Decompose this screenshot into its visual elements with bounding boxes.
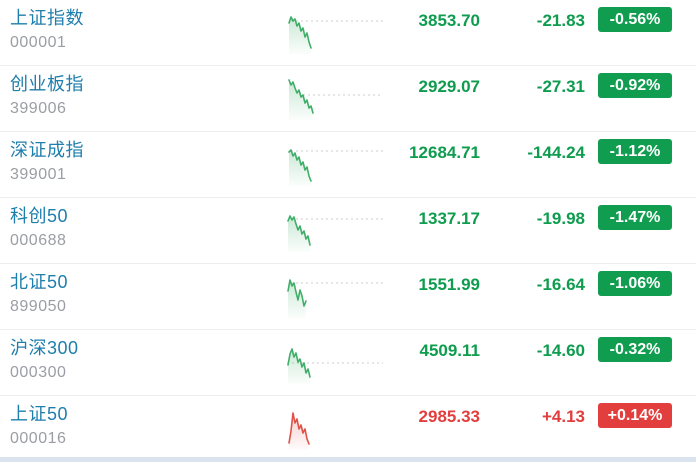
- index-name: 创业板指: [10, 74, 84, 94]
- sparkline-line: [288, 16, 312, 49]
- sparkline-chart-icon: [283, 340, 395, 386]
- index-change: -27.31: [536, 77, 585, 96]
- sparkline-chart-icon: [283, 10, 395, 56]
- sparkline-line: [287, 215, 311, 246]
- sparkline-chart-icon: [283, 208, 395, 254]
- index-value: 12684.71: [409, 143, 480, 162]
- index-code: 399001: [10, 166, 67, 183]
- sparkline-area: [288, 216, 310, 252]
- percent-change-badge: -0.92%: [598, 73, 672, 98]
- index-code: 000300: [10, 364, 67, 381]
- percent-change-badge: -1.06%: [598, 271, 672, 296]
- sparkline-chart-icon: [283, 142, 395, 188]
- index-row-399006[interactable]: 创业板指 399006 2929.07 -27.31 -0.92%: [0, 66, 696, 132]
- index-name-block: 创业板指 399006: [10, 74, 84, 118]
- index-row-000300[interactable]: 沪深300 000300 4509.11 -14.60 -0.32%: [0, 330, 696, 396]
- index-change: -16.64: [536, 275, 585, 294]
- index-name-block: 科创50 000688: [10, 206, 68, 250]
- index-code: 000001: [10, 34, 67, 51]
- sparkline-line: [288, 79, 314, 114]
- index-name-block: 沪深300 000300: [10, 338, 79, 382]
- sparkline-line: [287, 279, 307, 307]
- sparkline-line: [287, 348, 311, 378]
- index-row-000688[interactable]: 科创50 000688 1337.17 -19.98 -1.47%: [0, 198, 696, 264]
- index-name-block: 北证50 899050: [10, 272, 68, 316]
- percent-change-badge: -0.56%: [598, 7, 672, 32]
- percent-change-badge: -0.32%: [598, 337, 672, 362]
- index-name: 科创50: [10, 206, 69, 226]
- index-value: 2929.07: [418, 77, 480, 96]
- sparkline-area: [289, 17, 311, 54]
- index-value: 3853.70: [418, 11, 480, 30]
- index-value: 1551.99: [418, 275, 480, 294]
- sparkline-line: [288, 412, 310, 445]
- index-value: 1337.17: [418, 209, 480, 228]
- index-name: 深证成指: [10, 140, 84, 160]
- index-name-block: 深证成指 399001: [10, 140, 84, 184]
- index-name: 上证50: [10, 404, 69, 424]
- percent-change-badge: -1.47%: [598, 205, 672, 230]
- index-code: 399006: [10, 100, 67, 117]
- index-name: 沪深300: [10, 338, 79, 358]
- sparkline-area: [289, 413, 309, 450]
- sparkline-chart-icon: [283, 76, 395, 122]
- index-change: -14.60: [536, 341, 585, 360]
- index-value: 4509.11: [419, 341, 480, 360]
- index-change: +4.13: [541, 407, 585, 426]
- index-code: 899050: [10, 298, 67, 315]
- index-name-block: 上证50 000016: [10, 404, 68, 448]
- index-change: -21.83: [536, 11, 585, 30]
- index-row-000001[interactable]: 上证指数 000001 3853.70 -21.83 -0.56%: [0, 0, 696, 66]
- percent-change-badge: -1.12%: [598, 139, 672, 164]
- index-name: 北证50: [10, 272, 69, 292]
- index-value: 2985.33: [418, 407, 480, 426]
- index-change: -144.24: [527, 143, 585, 162]
- index-row-899050[interactable]: 北证50 899050 1551.99 -16.64 -1.06%: [0, 264, 696, 330]
- index-name-block: 上证指数 000001: [10, 8, 84, 52]
- sparkline-chart-icon: [283, 274, 395, 320]
- index-code: 000016: [10, 430, 67, 447]
- index-change: -19.98: [536, 209, 585, 228]
- sparkline-area: [289, 150, 311, 186]
- index-row-000016[interactable]: 上证50 000016 2985.33 +4.13 +0.14%: [0, 396, 696, 462]
- bottom-divider: [0, 457, 696, 462]
- index-name: 上证指数: [10, 8, 84, 28]
- sparkline-area: [288, 349, 310, 384]
- sparkline-area: [289, 80, 313, 120]
- percent-change-badge: +0.14%: [598, 403, 672, 428]
- sparkline-line: [288, 149, 312, 182]
- index-row-399001[interactable]: 深证成指 399001 12684.71 -144.24 -1.12%: [0, 132, 696, 198]
- index-code: 000688: [10, 232, 67, 249]
- sparkline-chart-icon: [283, 406, 395, 452]
